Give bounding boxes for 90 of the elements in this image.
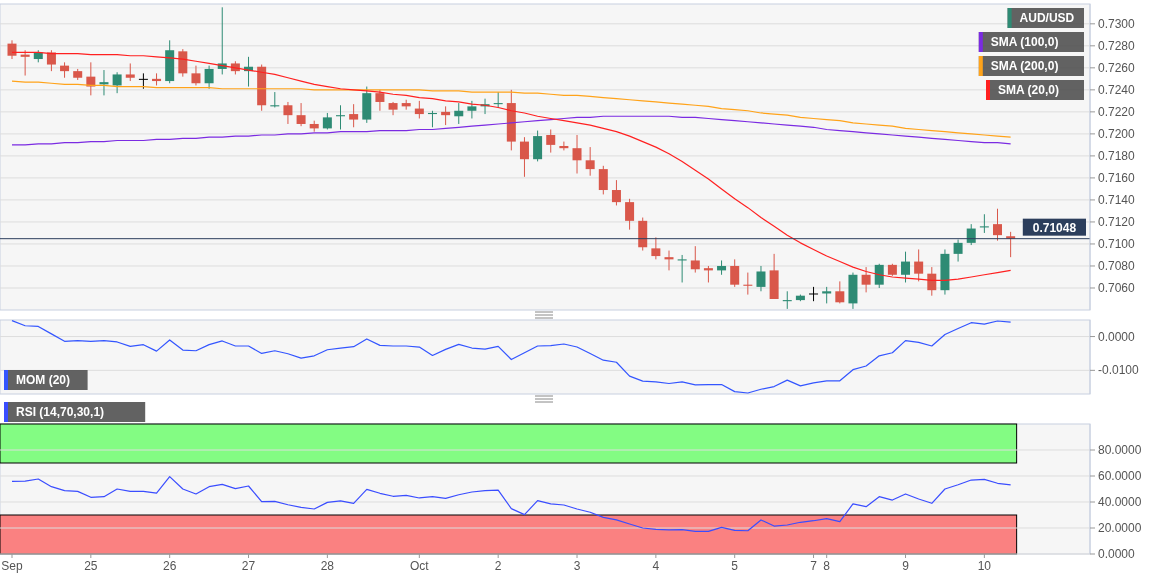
candlestick [979, 213, 989, 234]
candlestick [993, 208, 1002, 242]
candlestick [204, 65, 214, 90]
x-tick-label: 10 [977, 559, 992, 573]
x-tick-label: 2 [494, 559, 502, 573]
candlestick [835, 280, 845, 304]
candlestick [559, 141, 569, 151]
x-tick-label: 5 [731, 559, 739, 573]
line-series [11, 476, 1012, 532]
candlestick [690, 245, 700, 274]
candlestick [861, 266, 871, 293]
line-series [11, 115, 1012, 146]
y-tick-label: 0.7180 [1098, 148, 1136, 163]
x-tick-label: Oct [410, 559, 430, 573]
candlestick [756, 265, 766, 292]
x-tick-label: 25 [84, 559, 98, 573]
legend-label: SMA (20,0) [998, 83, 1059, 97]
candlestick [901, 251, 911, 283]
candlestick [388, 101, 398, 116]
candlestick [611, 179, 621, 206]
legend-label: MOM (20) [16, 373, 70, 387]
candlestick [441, 105, 451, 126]
candlestick [283, 101, 293, 125]
candlestick [20, 49, 30, 77]
candlestick [677, 254, 687, 283]
x-tick-label: Sep [1, 559, 23, 573]
x-tick-label: 3 [573, 559, 581, 573]
candlestick [270, 91, 280, 108]
candlestick [572, 134, 582, 175]
candlestick [598, 165, 608, 195]
ref-line-label: 0.71048 [1032, 220, 1077, 235]
x-tick-label: 26 [163, 559, 177, 573]
y-tick-label: 0.7260 [1098, 60, 1136, 75]
candlestick [138, 72, 148, 90]
legend-label: SMA (200,0) [990, 59, 1059, 73]
x-tick-label: 28 [320, 559, 335, 573]
y-tick-label: 60.0000 [1098, 469, 1142, 483]
candlestick [178, 48, 188, 78]
y-tick-label: 0.0000 [1098, 547, 1136, 561]
candlestick [454, 102, 464, 125]
candlestick [191, 65, 201, 86]
y-tick-label: 0.7300 [1098, 16, 1136, 31]
y-tick-label: 0.7120 [1098, 214, 1136, 229]
candlestick [99, 69, 109, 96]
legend-label: AUD/USD [1019, 11, 1075, 25]
y-tick-label: 0.7160 [1098, 170, 1136, 185]
y-tick-label: 80.0000 [1098, 443, 1142, 457]
y-tick-label: 0.7140 [1098, 192, 1136, 207]
candlestick [296, 102, 306, 127]
candlestick [953, 239, 963, 263]
candlestick [585, 146, 595, 177]
x-tick-label: 7 [810, 559, 818, 573]
candlestick [914, 248, 924, 282]
candlestick [651, 236, 661, 260]
candlestick [809, 286, 819, 302]
x-tick-label: 8 [823, 559, 831, 573]
candlestick [546, 128, 556, 154]
candlestick [46, 49, 56, 72]
candlestick [730, 258, 740, 288]
y-tick-label: 0.7240 [1098, 82, 1136, 97]
candlestick [467, 100, 477, 119]
y-tick-label: 0.7220 [1098, 104, 1136, 119]
y-tick-label: 0.7200 [1098, 126, 1136, 141]
legend-label: RSI (14,70,30,1) [16, 405, 105, 419]
y-tick-label: 0.7280 [1098, 38, 1136, 53]
candlestick [112, 71, 122, 94]
y-tick-label: 0.7080 [1098, 258, 1136, 273]
candlestick [874, 263, 884, 289]
candlestick [349, 103, 359, 128]
x-tick-label: 4 [652, 559, 660, 573]
candlestick [533, 130, 543, 162]
candlestick [782, 290, 792, 310]
y-tick-label: 0.7100 [1098, 236, 1136, 251]
y-tick-label: 40.0000 [1098, 495, 1142, 509]
candlestick [7, 39, 17, 60]
y-tick-label: 0.7060 [1098, 280, 1136, 295]
candlestick [664, 250, 674, 271]
candlestick [625, 198, 635, 231]
x-tick-label: 9 [902, 559, 910, 573]
y-tick-label: 0.0000 [1098, 329, 1136, 344]
candlestick [336, 104, 345, 130]
legend-label: SMA (100,0) [990, 35, 1059, 49]
candlestick [966, 223, 976, 246]
y-tick-label: 20.0000 [1098, 521, 1142, 535]
candlestick [86, 61, 96, 96]
candlestick [519, 136, 529, 178]
x-tick-label: 27 [241, 559, 256, 573]
y-tick-label: -0.0100 [1098, 363, 1140, 378]
candlestick [743, 272, 753, 296]
line-series [11, 320, 1012, 394]
